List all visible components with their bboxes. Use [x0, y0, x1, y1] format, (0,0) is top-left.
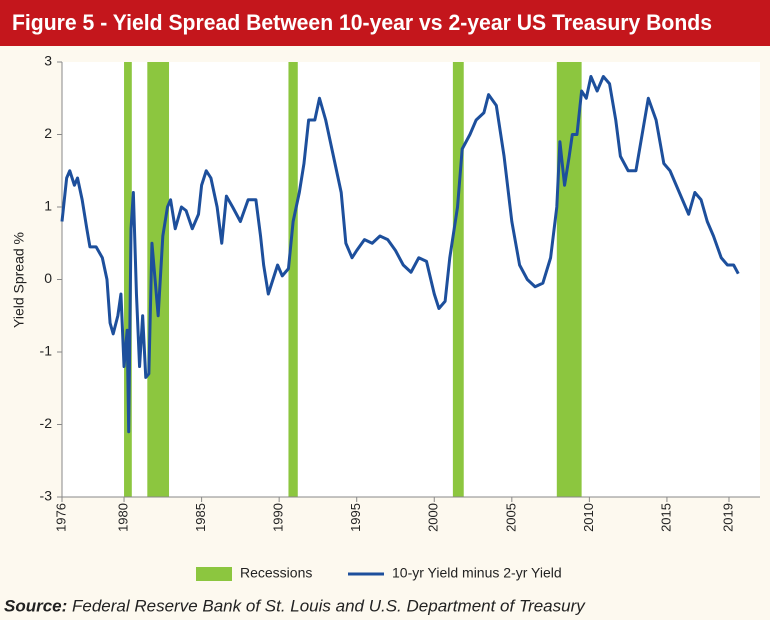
x-tick-label: 2015 — [658, 503, 673, 532]
plot-area — [62, 62, 760, 497]
series-line — [60, 75, 740, 434]
recession-band — [288, 62, 298, 497]
y-tick-label: -3 — [40, 488, 53, 504]
header-bar — [0, 0, 770, 46]
x-tick-label: 1995 — [348, 503, 363, 532]
recession-band — [124, 62, 132, 497]
x-tick-label: 2010 — [581, 503, 596, 532]
x-tick-label: 1990 — [271, 503, 286, 532]
x-tick-label: 2000 — [426, 503, 441, 532]
legend-swatch — [196, 567, 232, 581]
recession-band — [147, 62, 170, 497]
legend-label: 10-yr Yield minus 2-yr Yield — [392, 565, 562, 581]
y-tick-label: -2 — [40, 415, 53, 431]
x-tick-label: 1985 — [193, 503, 208, 532]
y-axis-label: Yield Spread % — [11, 232, 27, 328]
x-tick-label: 1980 — [115, 503, 130, 532]
chart-title: Figure 5 - Yield Spread Between 10-year … — [12, 10, 712, 35]
x-tick-label: 2019 — [720, 503, 735, 532]
y-tick-label: 2 — [44, 125, 52, 141]
y-tick-label: 1 — [44, 198, 52, 214]
x-tick-label: 1976 — [53, 503, 68, 532]
y-tick-label: -1 — [40, 343, 53, 359]
source-label: Source: — [4, 596, 67, 615]
legend-label: Recessions — [240, 565, 312, 581]
recession-band — [452, 62, 464, 497]
y-tick-label: 0 — [44, 270, 52, 286]
x-tick-label: 2005 — [503, 503, 518, 532]
y-tick-label: 3 — [44, 53, 52, 69]
source-text: Federal Reserve Bank of St. Louis and U.… — [72, 596, 586, 615]
